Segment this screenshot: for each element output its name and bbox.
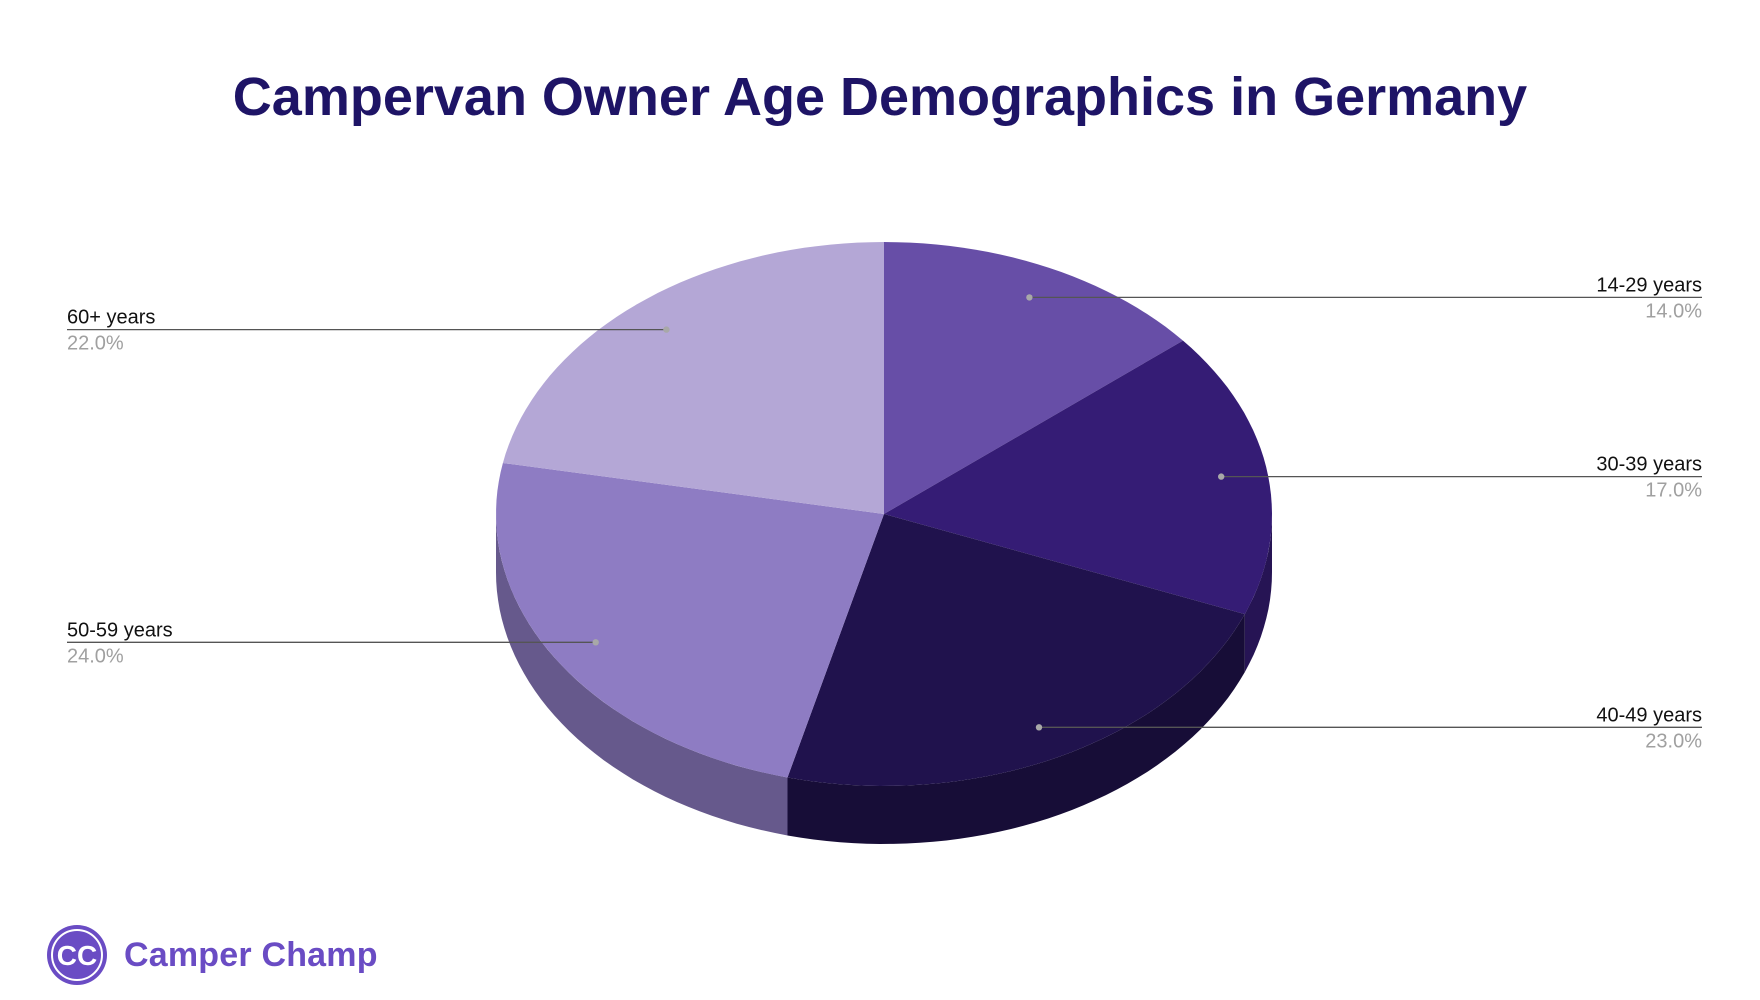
logo-text: CC (57, 940, 97, 971)
pie-side-30-39-years (1244, 514, 1272, 673)
leader-dot-60-years (663, 326, 670, 333)
camper-champ-logo-icon: CC (47, 925, 107, 985)
pie-top-faces (496, 242, 1272, 786)
slice-labels: 14-29 years 14.0% 30-39 years 17.0% 40-49 ye… (67, 274, 1702, 752)
slice-label-60-years: 60+ years (67, 307, 155, 329)
leader-dot-40-49-years (1035, 724, 1043, 731)
pie-slice-60-years (502, 242, 884, 514)
pie-slice-14-29-years (884, 242, 1183, 514)
slice-value-60-years: 22.0% (67, 333, 124, 355)
pie-slice-50-59-years (496, 463, 884, 778)
leader-dot-50-59-years (592, 639, 599, 646)
pie-side-50-59-years (496, 514, 788, 836)
pie-slice-40-49-years (787, 514, 1245, 786)
slice-value-30-39-years: 17.0% (1645, 480, 1702, 502)
leader-dot-14-29-years (1026, 294, 1033, 301)
brand-name: Camper Champ (124, 935, 378, 974)
slice-label-14-29-years: 14-29 years (1596, 274, 1702, 296)
pie-depth-sides (496, 514, 1272, 844)
brand: CC Camper Champ (46, 924, 378, 986)
slice-value-40-49-years: 23.0% (1645, 730, 1702, 752)
slice-value-50-59-years: 24.0% (67, 645, 124, 667)
leader-lines (67, 294, 1702, 731)
slice-value-14-29-years: 14.0% (1645, 300, 1702, 322)
pie-side-40-49-years (787, 614, 1245, 844)
pie-slice-30-39-years (884, 340, 1272, 615)
chart-title: Campervan Owner Age Demographics in Germ… (232, 67, 1528, 127)
leader-dot-30-39-years (1218, 473, 1225, 480)
slice-label-40-49-years: 40-49 years (1596, 704, 1702, 726)
slice-label-50-59-years: 50-59 years (67, 619, 173, 641)
slice-label-30-39-years: 30-39 years (1596, 454, 1702, 476)
